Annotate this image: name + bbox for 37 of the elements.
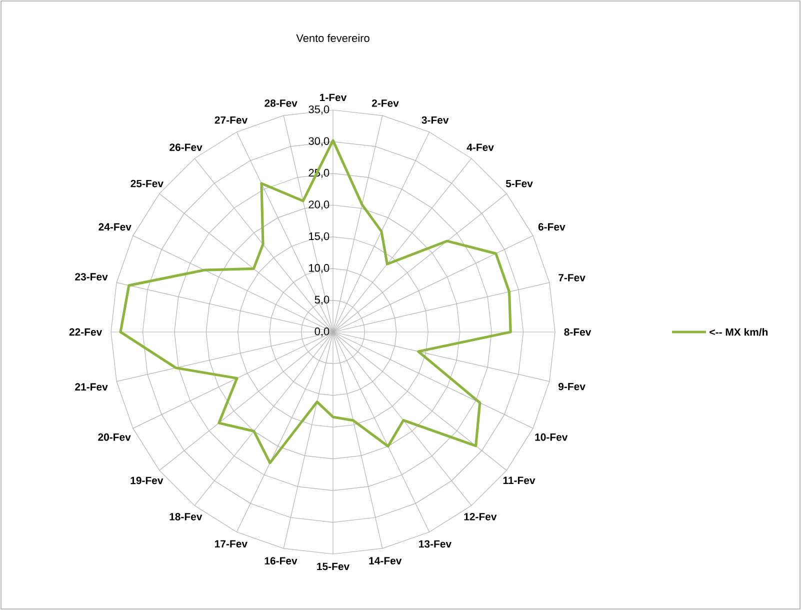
spoke-label: 27-Fev [214, 116, 248, 124]
y-tick-label: 15,0 [309, 232, 330, 242]
spoke-label: 14-Fev [369, 557, 402, 564]
spoke-label: 3-Fev [422, 116, 449, 124]
spoke-label: 7-Fev [558, 274, 586, 282]
spoke-label: 18-Fev [170, 512, 202, 520]
spoke-label: 22-Fev [69, 328, 102, 336]
spoke-label: 13-Fev [419, 540, 452, 548]
spoke-label: 2-Fev [372, 99, 399, 107]
spoke-label: 23-Fev [75, 273, 108, 280]
spoke-label: 9-Fev [558, 382, 586, 390]
spoke-label: 25-Fev [130, 180, 164, 188]
chart-title: Vento fevereiro [296, 34, 370, 42]
y-tick-label: 30,0 [308, 137, 330, 146]
spoke-label: 17-Fev [215, 540, 248, 548]
spoke-label: 1-Fev [320, 94, 347, 102]
spoke-label: 15-Fev [317, 562, 350, 570]
spoke-label: 16-Fev [264, 557, 298, 565]
spoke-label: 10-Fev [535, 433, 568, 441]
spoke-label: 26-Fev [170, 144, 202, 152]
spoke-label: 21-Fev [75, 383, 108, 391]
spoke-label: 11-Fev [503, 476, 536, 484]
legend-label: <-- MX km/h [710, 328, 768, 336]
spoke-label: 24-Fev [98, 223, 132, 231]
spoke-label: 6-Fev [538, 223, 566, 231]
spoke-label: 19-Fev [130, 476, 164, 484]
y-tick-label: 0,0 [314, 327, 330, 337]
spoke-label: 20-Fev [98, 433, 131, 441]
y-tick-label: 10,0 [309, 264, 330, 274]
y-tick-label: 5,0 [314, 296, 330, 305]
y-tick-label: 35,0 [308, 105, 330, 115]
spoke-label: 8-Fev [564, 328, 592, 336]
spoke-label: 12-Fev [464, 512, 497, 520]
spoke-label: 4-Fev [466, 144, 494, 152]
y-tick-label: 20,0 [308, 200, 330, 210]
spoke-label: 28-Fev [264, 99, 298, 107]
spoke-label: 5-Fev [506, 180, 533, 188]
